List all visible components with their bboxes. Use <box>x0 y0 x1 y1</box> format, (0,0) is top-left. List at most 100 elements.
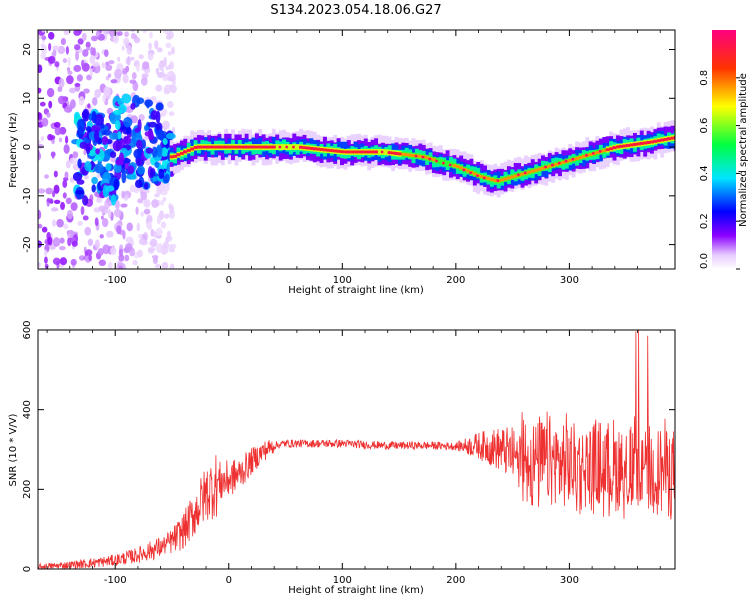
spectrogram-noise-cell <box>63 144 70 154</box>
spectrogram-noise-cell <box>143 182 149 190</box>
spectrogram-noise-cell <box>85 249 93 256</box>
spectrogram-ridge-cell <box>506 176 511 180</box>
spectrogram-noise-cell <box>46 87 55 98</box>
spectrogram-noise-cell <box>154 263 162 269</box>
spectrogram-peak-cell <box>448 163 452 167</box>
spectrogram-noise-cell <box>94 239 100 249</box>
spectrogram-noise-cell <box>63 106 72 113</box>
colorbar-tick-label: 0.0 <box>699 253 710 269</box>
spectrogram-noise-cell <box>168 244 175 253</box>
spectrogram-peak-cell <box>367 150 370 154</box>
spectrogram-ridge-cell <box>357 150 361 154</box>
spectrogram-noise-cell <box>87 238 94 247</box>
spectrogram-peak-cell <box>285 145 289 149</box>
spectrogram-peak-cell <box>380 150 384 154</box>
spectrogram-ridge-cell <box>578 156 583 159</box>
spectrogram-noise-cell <box>67 56 71 67</box>
spectrogram-noise-cell <box>91 124 101 133</box>
spectrogram-heatmap <box>38 30 675 269</box>
spectrogram-noise-cell <box>118 104 127 114</box>
spectrogram-noise-cell <box>52 190 56 198</box>
spectrogram-ridge-cell <box>595 151 600 155</box>
spectrogram-ridge-cell <box>609 147 614 151</box>
spectrogram-peak-cell <box>271 145 275 149</box>
spectrogram-ridge-cell <box>408 153 413 157</box>
spectrogram-noise-cell <box>129 173 137 180</box>
spectrogram-noise-cell <box>58 245 66 251</box>
spectrogram-noise-cell <box>172 80 176 86</box>
spectrogram-ridge-cell <box>547 164 552 168</box>
spectrogram-noise-cell <box>112 34 120 44</box>
spectrogram-ridge-cell <box>411 154 416 158</box>
spectrogram-y-tick-label: 10 <box>22 92 33 105</box>
spectrogram-noise-cell <box>102 244 111 255</box>
spectrogram-peak-cell <box>469 171 473 175</box>
spectrogram-ridge-cell <box>615 145 620 149</box>
spectrogram-noise-cell <box>80 206 85 216</box>
spectrogram-noise-cell <box>49 135 56 140</box>
spectrogram-noise-cell <box>155 243 164 254</box>
snr-y-tick-label: 400 <box>22 400 33 419</box>
spectrogram-x-tick-label: 100 <box>333 275 352 286</box>
spectrogram-noise-cell <box>148 42 152 50</box>
spectrogram-noise-cell <box>136 158 143 165</box>
spectrogram-ridge-cell <box>254 145 259 149</box>
spectrogram-noise-cell <box>89 67 94 77</box>
spectrogram-noise-cell <box>142 30 147 34</box>
spectrogram-ridge-cell <box>220 145 225 149</box>
spectrogram-noise-cell <box>140 191 148 201</box>
spectrogram-noise-cell <box>59 257 68 266</box>
spectrogram-noise-cell <box>152 176 158 182</box>
spectrogram-noise-cell <box>165 35 172 40</box>
spectrogram-ridge-cell <box>295 144 300 150</box>
spectrogram-noise-cell <box>82 49 89 57</box>
spectrogram-noise-cell <box>168 203 172 210</box>
spectrogram-noise-cell <box>110 156 117 163</box>
spectrogram-noise-cell <box>50 207 59 212</box>
spectrogram-noise-cell <box>163 124 167 133</box>
spectrogram-ridge-cell <box>200 145 205 149</box>
chart-title: S134.2023.054.18.06.G27 <box>270 3 441 18</box>
spectrogram-peak-cell <box>523 171 527 175</box>
spectrogram-noise-cell <box>83 149 87 156</box>
spectrogram-noise-cell <box>143 208 151 215</box>
spectrogram-noise-cell <box>38 139 41 145</box>
spectrogram-noise-cell <box>54 125 62 136</box>
spectrogram-noise-cell <box>123 117 133 128</box>
spectrogram-noise-cell <box>110 79 118 84</box>
spectrogram-peak-cell <box>476 174 479 178</box>
spectrogram-peak-cell <box>516 173 520 177</box>
spectrogram-noise-cell <box>169 263 175 269</box>
spectrogram-noise-cell <box>57 86 63 93</box>
spectrogram-noise-cell <box>40 43 45 48</box>
spectrogram-peak-cell <box>462 168 466 172</box>
spectrogram-ridge-cell <box>288 144 293 150</box>
spectrogram-ridge-cell <box>561 160 566 164</box>
spectrogram-noise-cell <box>75 189 85 195</box>
spectrogram-ridge-cell <box>343 150 348 154</box>
spectrogram-noise-cell <box>167 76 175 82</box>
spectrogram-noise-cell <box>148 133 155 141</box>
spectrogram-noise-cell <box>109 30 115 38</box>
spectrogram-peak-cell <box>639 141 643 145</box>
spectrogram-peak-cell <box>251 145 255 149</box>
spectrogram-x-tick-label: 300 <box>560 275 579 286</box>
spectrogram-ridge-cell <box>282 144 287 150</box>
spectrogram-noise-cell <box>165 236 170 244</box>
spectrogram-noise-cell <box>77 126 84 139</box>
spectrogram-ridge-cell <box>404 153 409 157</box>
spectrogram-ridge-cell <box>486 177 491 181</box>
spectrogram-noise-cell <box>154 161 160 169</box>
spectrogram-ridge-cell <box>643 141 648 145</box>
spectrogram-ridge-cell <box>363 150 368 154</box>
spectrogram-noise-cell <box>62 192 67 199</box>
spectrogram-noise-cell <box>77 220 83 227</box>
spectrogram-ridge-cell <box>527 170 532 174</box>
spectrogram-peak-cell <box>666 137 670 140</box>
spectrogram-noise-cell <box>40 136 44 141</box>
spectrogram-peak-cell <box>421 155 425 159</box>
spectrogram-ridge-cell <box>190 147 195 151</box>
spectrogram-noise-cell <box>62 58 68 64</box>
spectrogram-noise-cell <box>105 185 115 192</box>
